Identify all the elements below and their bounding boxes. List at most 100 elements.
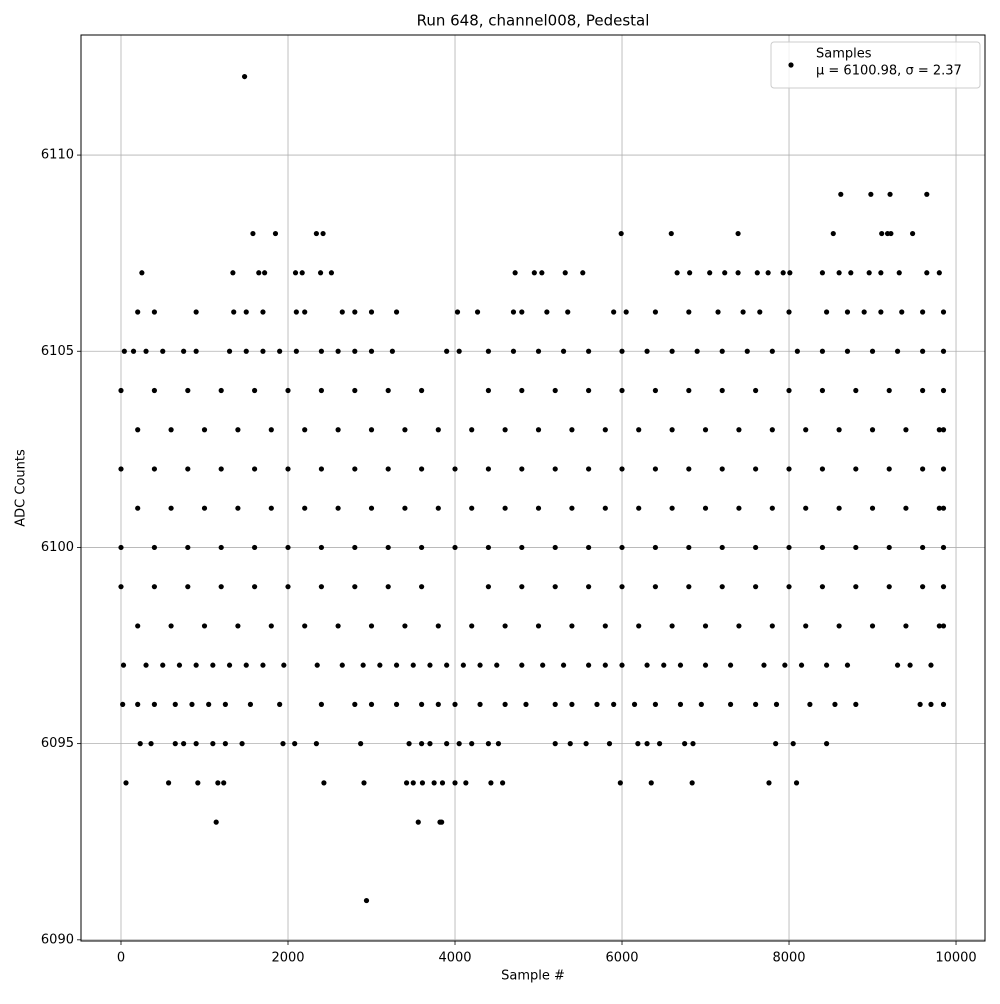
point (836, 427, 842, 433)
point (172, 741, 178, 747)
point (435, 701, 441, 707)
point (235, 623, 241, 629)
point (292, 270, 299, 276)
point (502, 427, 508, 433)
point (352, 309, 358, 315)
point (786, 387, 792, 394)
point (652, 701, 659, 707)
point (611, 309, 617, 315)
point (494, 662, 500, 668)
y-tick-label: 6095 (41, 736, 74, 751)
point (318, 348, 325, 354)
point (410, 780, 416, 786)
point (215, 780, 221, 786)
point (260, 309, 266, 315)
point (569, 701, 575, 707)
point (617, 780, 623, 786)
point (393, 309, 400, 315)
point (485, 544, 492, 551)
point (652, 466, 659, 472)
point (940, 701, 947, 707)
point (512, 270, 518, 276)
point (454, 309, 461, 315)
point (844, 309, 851, 315)
point (151, 544, 157, 551)
point (687, 270, 693, 276)
point (769, 348, 775, 354)
point (172, 701, 178, 707)
point (206, 701, 212, 707)
point (807, 701, 813, 707)
point (135, 623, 141, 629)
point (500, 780, 506, 786)
point (940, 584, 947, 590)
point (836, 270, 842, 276)
point (928, 701, 934, 707)
point (402, 623, 408, 629)
point (318, 466, 325, 472)
point (920, 348, 926, 354)
point (594, 701, 600, 707)
point (193, 348, 199, 354)
point (535, 348, 542, 354)
point (435, 505, 441, 511)
point (636, 505, 642, 511)
point (285, 466, 291, 472)
point (456, 348, 462, 354)
point (787, 270, 793, 276)
point (803, 505, 809, 511)
point (669, 427, 675, 433)
point (544, 309, 550, 315)
point (477, 701, 483, 707)
point (602, 662, 608, 668)
point (735, 270, 741, 276)
point (652, 309, 659, 315)
x-tick-label: 0 (117, 951, 125, 966)
point (761, 662, 767, 668)
point (936, 270, 942, 276)
point (769, 623, 775, 629)
point (535, 505, 542, 511)
legend-label: Samples (816, 47, 872, 62)
point (896, 270, 902, 276)
point (277, 701, 283, 707)
x-tick-label: 10000 (935, 951, 976, 966)
point (940, 387, 947, 394)
point (222, 741, 228, 747)
y-tick-label: 6100 (41, 540, 74, 555)
point (635, 741, 641, 747)
point (715, 309, 721, 315)
point (861, 309, 867, 315)
point (786, 544, 792, 551)
x-tick-label: 6000 (605, 951, 638, 966)
point (181, 741, 187, 747)
point (619, 544, 625, 551)
point (299, 270, 305, 276)
point (210, 662, 216, 668)
point (535, 427, 542, 433)
point (335, 427, 341, 433)
point (903, 427, 909, 433)
point (452, 780, 458, 786)
point (469, 741, 475, 747)
point (866, 270, 872, 276)
point (819, 544, 826, 551)
point (753, 544, 759, 551)
point (293, 348, 299, 354)
point (560, 662, 567, 668)
point (135, 309, 141, 315)
point (702, 662, 709, 668)
point (878, 270, 884, 276)
point (485, 466, 492, 472)
point (519, 662, 525, 668)
x-tick-label: 4000 (438, 951, 471, 966)
point (335, 505, 341, 511)
point (736, 427, 742, 433)
point (393, 662, 400, 668)
point (886, 584, 892, 590)
plot-frame (80, 34, 986, 942)
point (686, 584, 692, 590)
point (936, 623, 942, 629)
x-axis-label: Sample # (501, 969, 565, 984)
point (260, 662, 266, 668)
